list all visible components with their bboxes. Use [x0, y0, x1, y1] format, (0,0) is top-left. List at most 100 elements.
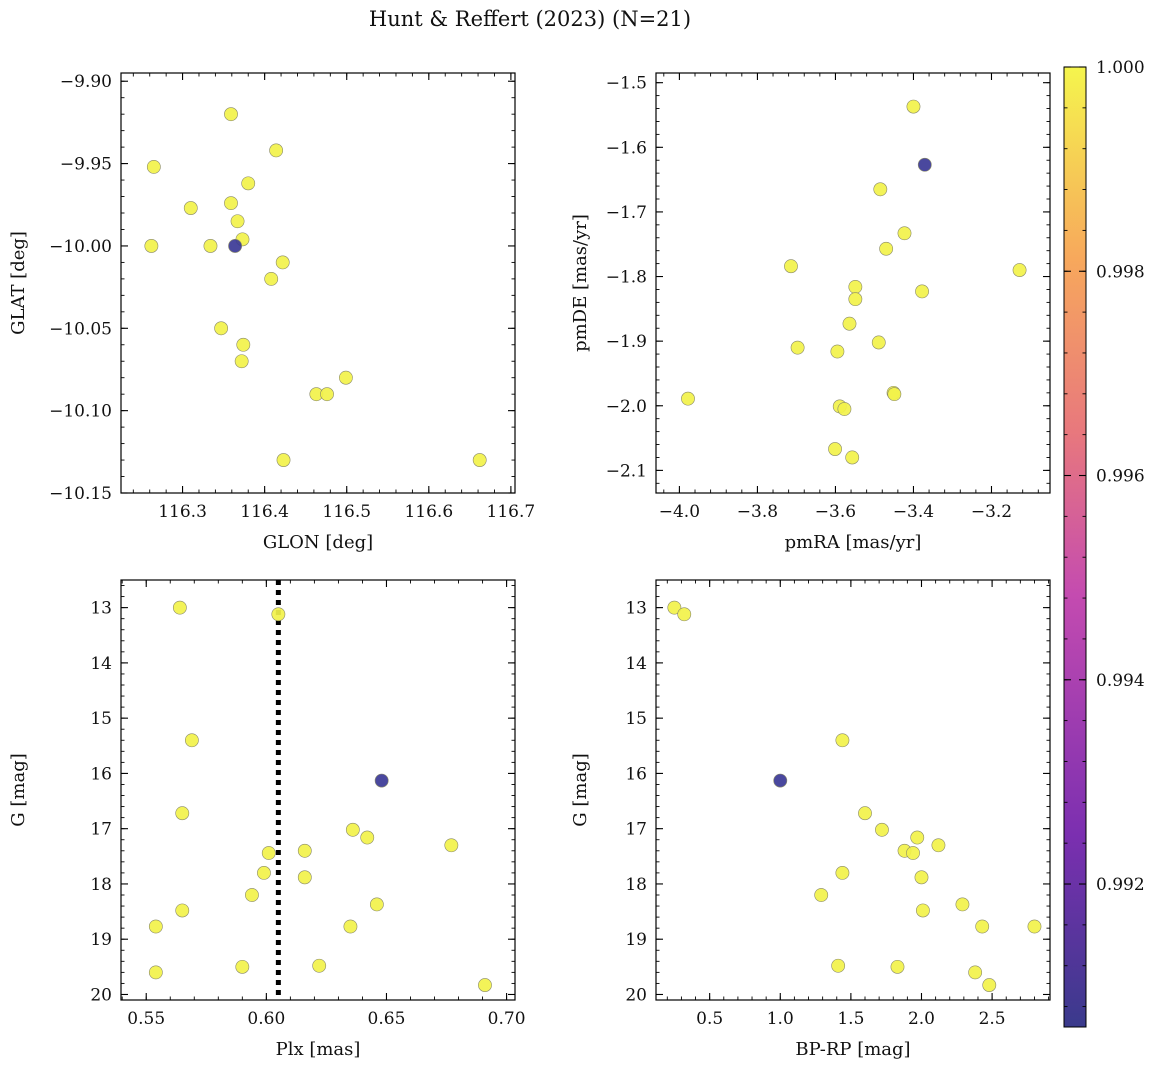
data-point [837, 402, 852, 416]
y-tick-label: −10.10 [49, 402, 112, 422]
y-tick-label: −1.7 [606, 203, 647, 223]
data-point [873, 182, 888, 197]
x-axis-label: Plx [mas] [276, 1039, 361, 1060]
data-point [271, 607, 286, 622]
y-tick-label: 13 [90, 599, 112, 619]
data-point [835, 865, 850, 880]
data-point [931, 838, 946, 853]
data-point [228, 239, 242, 253]
y-tick-label: −1.8 [606, 268, 647, 288]
x-tick-label: −4.0 [659, 502, 700, 522]
data-point [845, 450, 860, 465]
y-tick-label: −10.05 [49, 319, 112, 339]
data-point [848, 279, 863, 294]
data-point [276, 453, 291, 467]
x-tick-label: 2.0 [908, 1009, 935, 1029]
data-point [224, 107, 238, 122]
x-tick-label: 1.5 [837, 1009, 864, 1029]
data-point [369, 897, 384, 912]
panel-glon-glat: 116.3 116.4 116.5 116.6 116.7 −9.90 −9.95 −10.0… [8, 72, 535, 553]
x-tick-label: 0.70 [488, 1009, 526, 1029]
y-tick-label: −9.90 [60, 72, 112, 92]
data-point [345, 822, 360, 837]
data-point [906, 846, 920, 860]
data-point [667, 600, 682, 615]
scatter-points [667, 600, 1042, 992]
y-tick-label: −10.00 [49, 237, 112, 257]
data-point [915, 284, 929, 299]
plot-frame [655, 579, 1051, 1001]
data-point [312, 958, 327, 973]
data-point [230, 214, 245, 229]
data-point [184, 733, 199, 748]
data-point [968, 965, 983, 980]
data-point [890, 959, 905, 974]
x-tick-label: −3.2 [971, 502, 1012, 522]
x-tick-label: 116.4 [240, 502, 289, 522]
data-point [478, 978, 492, 992]
colorbar-ticks: 0.992 0.994 0.996 0.998 1.000 [1064, 58, 1145, 1008]
data-point [148, 965, 163, 980]
colorbar-tick-label: 0.992 [1096, 875, 1145, 895]
data-point [343, 919, 358, 934]
data-point [374, 773, 389, 788]
data-point [146, 159, 161, 174]
data-point [224, 196, 238, 211]
data-point [257, 865, 271, 880]
colorbar-tick-label: 0.998 [1096, 262, 1145, 282]
data-point [814, 888, 829, 902]
y-tick-label: −1.6 [606, 138, 647, 158]
x-tick-label: 116.7 [487, 502, 536, 522]
x-tick-label: 116.3 [158, 502, 207, 522]
data-point [830, 344, 845, 359]
data-point [828, 442, 842, 456]
data-point [245, 888, 259, 902]
scatter-points [681, 99, 1027, 465]
data-point [831, 958, 846, 973]
y-tick-label: 17 [90, 820, 112, 840]
y-tick-label: 20 [90, 985, 112, 1005]
data-point [842, 316, 857, 331]
colorbar-gradient [1063, 66, 1087, 1028]
data-point [1012, 263, 1027, 277]
x-tick-label: 0.55 [127, 1009, 165, 1029]
y-tick-label: −10.15 [49, 484, 112, 504]
data-point [148, 919, 163, 934]
data-point [897, 226, 912, 241]
y-tick-label: −1.9 [606, 332, 647, 352]
y-tick-label: 16 [625, 764, 647, 784]
data-point [234, 354, 249, 369]
colorbar: 0.992 0.994 0.996 0.998 1.000 [1063, 58, 1145, 1028]
data-point [275, 255, 290, 270]
panel-pmra-pmde: −4.0 −3.8 −3.6 −3.4 −3.2 −1.5 −1.6 −1.7 −1.8 −1.9… [570, 72, 1051, 553]
panels: 116.3 116.4 116.5 116.6 116.7 −9.90 −9.95 −10.0… [8, 72, 1051, 1060]
y-axis-label: G [mag] [570, 753, 591, 826]
x-tick-label: −3.4 [893, 502, 934, 522]
data-point [297, 870, 312, 885]
x-tick-label: 116.6 [404, 502, 453, 522]
data-point [784, 259, 798, 274]
data-point [339, 370, 353, 385]
data-point [175, 806, 190, 821]
figure-title: Hunt & Reffert (2023) (N=21) [369, 7, 691, 31]
data-point [264, 271, 279, 286]
data-point [982, 978, 997, 992]
data-point [235, 959, 250, 974]
data-point [773, 773, 788, 788]
data-point [910, 830, 925, 845]
data-point [858, 806, 872, 821]
y-tick-label: −1.5 [606, 74, 647, 94]
data-point [172, 600, 187, 615]
x-tick-label: 0.5 [696, 1009, 723, 1029]
y-tick-label: −2.1 [606, 461, 647, 481]
data-point [975, 919, 990, 934]
y-tick-label: 20 [625, 985, 647, 1005]
y-tick-label: 19 [625, 930, 647, 950]
data-point [871, 335, 886, 350]
y-axis-label: pmDE [mas/yr] [570, 214, 591, 352]
y-tick-label: 13 [625, 599, 647, 619]
data-point [183, 201, 198, 215]
data-point [906, 99, 921, 114]
data-point [681, 391, 695, 406]
panel-bprp-g: 0.5 1.0 1.5 2.0 2.5 13 14 15 16 17 18 19 20 BP-RP [ma… [570, 579, 1051, 1060]
